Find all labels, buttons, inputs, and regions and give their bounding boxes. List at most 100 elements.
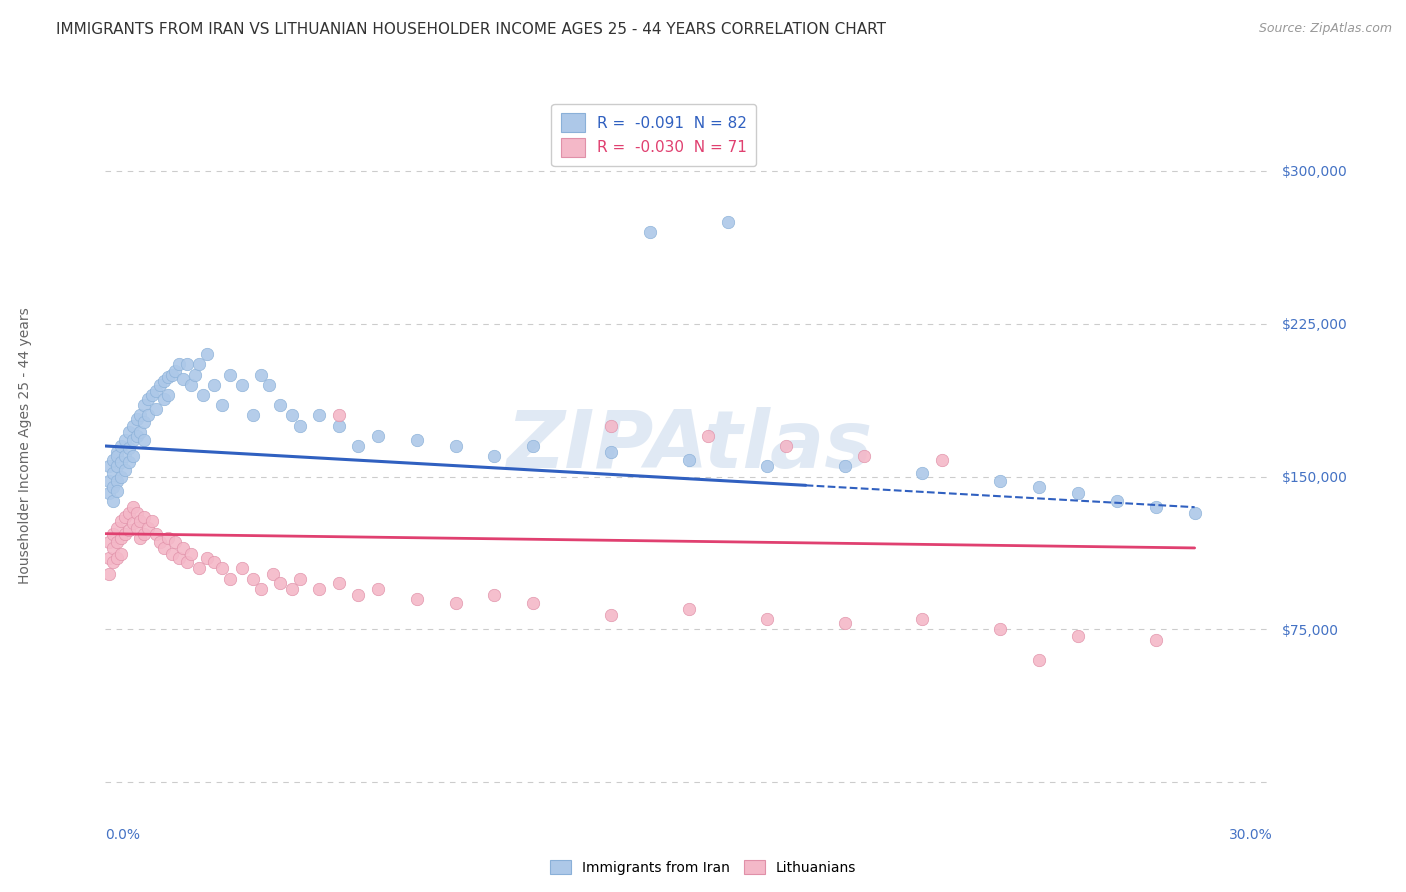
Point bbox=[367, 582, 389, 596]
Point bbox=[269, 398, 292, 412]
Point bbox=[678, 453, 700, 467]
Point bbox=[1144, 500, 1167, 515]
Point bbox=[165, 534, 187, 549]
Point bbox=[405, 591, 427, 606]
Point bbox=[103, 555, 125, 569]
Point bbox=[281, 582, 304, 596]
Point bbox=[103, 466, 125, 480]
Point bbox=[911, 466, 934, 480]
Point bbox=[152, 374, 174, 388]
Point bbox=[145, 526, 167, 541]
Point bbox=[219, 368, 242, 382]
Point bbox=[242, 409, 264, 423]
Point bbox=[180, 547, 202, 561]
Point bbox=[775, 439, 797, 453]
Point bbox=[105, 520, 128, 534]
Point bbox=[105, 449, 128, 463]
Point bbox=[184, 368, 207, 382]
Point bbox=[202, 555, 225, 569]
Point bbox=[136, 520, 159, 534]
Point bbox=[172, 372, 194, 386]
Point bbox=[678, 602, 700, 616]
Text: 0.0%: 0.0% bbox=[105, 828, 141, 842]
Point bbox=[98, 534, 121, 549]
Point bbox=[156, 369, 179, 384]
Point bbox=[347, 588, 370, 602]
Point bbox=[118, 455, 141, 469]
Text: Householder Income Ages 25 - 44 years: Householder Income Ages 25 - 44 years bbox=[18, 308, 32, 584]
Point bbox=[110, 531, 132, 545]
Point bbox=[308, 409, 330, 423]
Point bbox=[134, 415, 156, 429]
Point bbox=[118, 523, 141, 537]
Point bbox=[103, 453, 125, 467]
Point bbox=[638, 225, 661, 239]
Point bbox=[141, 388, 163, 402]
Point bbox=[105, 483, 128, 498]
Point bbox=[697, 429, 720, 443]
Point bbox=[172, 541, 194, 555]
Point bbox=[717, 215, 740, 229]
Point bbox=[211, 398, 233, 412]
Point bbox=[136, 392, 159, 406]
Point bbox=[211, 561, 233, 575]
Point bbox=[1105, 494, 1128, 508]
Point bbox=[988, 623, 1011, 637]
Point bbox=[444, 439, 467, 453]
Text: Source: ZipAtlas.com: Source: ZipAtlas.com bbox=[1258, 22, 1392, 36]
Point bbox=[195, 551, 218, 566]
Point bbox=[129, 515, 152, 529]
Point bbox=[98, 551, 121, 566]
Point bbox=[145, 384, 167, 398]
Point bbox=[110, 547, 132, 561]
Point bbox=[149, 377, 172, 392]
Point bbox=[522, 596, 544, 610]
Point bbox=[160, 547, 183, 561]
Point bbox=[134, 526, 156, 541]
Point bbox=[169, 358, 191, 372]
Point bbox=[110, 439, 132, 453]
Point bbox=[105, 551, 128, 566]
Point bbox=[262, 567, 284, 582]
Point bbox=[522, 439, 544, 453]
Point bbox=[152, 541, 174, 555]
Point bbox=[156, 531, 179, 545]
Point bbox=[1067, 629, 1090, 643]
Point bbox=[242, 572, 264, 586]
Point bbox=[121, 500, 143, 515]
Text: IMMIGRANTS FROM IRAN VS LITHUANIAN HOUSEHOLDER INCOME AGES 25 - 44 YEARS CORRELA: IMMIGRANTS FROM IRAN VS LITHUANIAN HOUSE… bbox=[56, 22, 886, 37]
Point bbox=[165, 363, 187, 377]
Point bbox=[444, 596, 467, 610]
Point bbox=[98, 459, 121, 474]
Point bbox=[145, 402, 167, 417]
Point bbox=[105, 459, 128, 474]
Point bbox=[121, 433, 143, 447]
Point bbox=[195, 347, 218, 361]
Point bbox=[600, 445, 623, 459]
Point bbox=[231, 561, 253, 575]
Point bbox=[187, 561, 209, 575]
Point bbox=[118, 425, 141, 439]
Point bbox=[110, 469, 132, 483]
Point bbox=[125, 506, 148, 520]
Point bbox=[105, 534, 128, 549]
Point bbox=[125, 520, 148, 534]
Point bbox=[187, 358, 209, 372]
Point bbox=[288, 572, 311, 586]
Point bbox=[103, 526, 125, 541]
Point bbox=[134, 398, 156, 412]
Point bbox=[110, 515, 132, 529]
Point bbox=[114, 449, 136, 463]
Point bbox=[129, 425, 152, 439]
Point bbox=[931, 453, 953, 467]
Point bbox=[114, 526, 136, 541]
Point bbox=[405, 433, 427, 447]
Point bbox=[288, 418, 311, 433]
Text: 30.0%: 30.0% bbox=[1229, 828, 1272, 842]
Point bbox=[911, 612, 934, 626]
Point bbox=[134, 433, 156, 447]
Point bbox=[169, 551, 191, 566]
Point bbox=[136, 409, 159, 423]
Point bbox=[118, 441, 141, 455]
Point bbox=[176, 555, 198, 569]
